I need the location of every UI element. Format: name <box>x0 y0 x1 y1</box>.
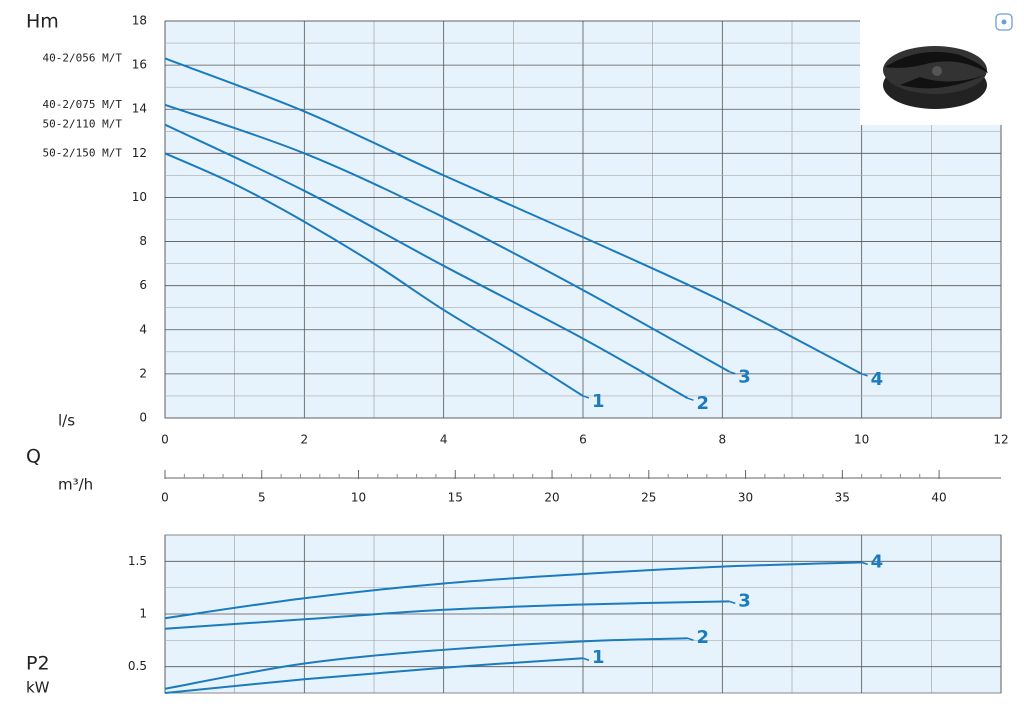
y-tick-label: 1.5 <box>128 554 147 568</box>
y-axis-label: Hm <box>26 11 59 33</box>
curve-label: 4 <box>871 369 884 390</box>
model-label: 50-2/110 M/T <box>43 118 123 131</box>
x2-tick-label: 40 <box>931 491 946 505</box>
x2-tick-label: 10 <box>351 491 366 505</box>
x-tick-label: 2 <box>301 433 309 447</box>
curve <box>164 600 730 630</box>
y-tick-label: 0.5 <box>128 659 147 673</box>
scan-icon[interactable] <box>995 13 1013 31</box>
x2-tick-label: 0 <box>161 491 169 505</box>
curve-label: 1 <box>592 391 605 412</box>
curve-leader <box>582 657 590 661</box>
x-axis-label: l/s <box>58 412 75 430</box>
model-label: 40-2/075 M/T <box>43 98 123 111</box>
curve <box>164 152 584 397</box>
curve-leader <box>729 370 736 375</box>
curve-leader <box>687 637 694 641</box>
y-tick-label: 6 <box>139 278 147 292</box>
x-tick-label: 8 <box>719 433 727 447</box>
curve <box>164 57 863 375</box>
x2-tick-label: 30 <box>738 491 753 505</box>
curve <box>164 103 730 373</box>
model-label: 40-2/056 M/T <box>43 51 123 64</box>
curve-leader <box>861 561 868 566</box>
y-tick-label: 16 <box>132 58 147 72</box>
y-tick-label: 10 <box>132 190 147 204</box>
x-tick-label: 0 <box>161 433 169 447</box>
model-label: 50-2/150 M/T <box>43 146 123 159</box>
curve-label: 3 <box>738 590 751 611</box>
curve-label: 1 <box>592 647 605 668</box>
x2-axis-label: m³/h <box>58 476 93 494</box>
y-tick-label: 2 <box>139 366 147 380</box>
y-tick-label: 0 <box>139 411 147 425</box>
curve-label: 2 <box>697 393 710 414</box>
curve <box>164 637 688 690</box>
curve-label: 4 <box>871 551 884 572</box>
curve-leader <box>582 395 590 399</box>
x-tick-label: 6 <box>579 433 587 447</box>
y-axis-label: P2 <box>26 653 50 675</box>
impeller-image <box>860 17 1003 125</box>
y-tick-label: 12 <box>132 146 147 160</box>
curve-leader <box>729 600 736 605</box>
curve <box>164 561 862 620</box>
y-tick-label: 18 <box>132 14 147 28</box>
x-tick-label: 4 <box>440 433 448 447</box>
x2-tick-label: 5 <box>258 491 266 505</box>
x-tick-label: 12 <box>993 433 1008 447</box>
x2-tick-label: 20 <box>544 491 559 505</box>
x-axis-title: Q <box>26 446 41 468</box>
x-tick-label: 10 <box>854 433 869 447</box>
y-axis-unit: kW <box>26 679 50 697</box>
curve-label: 3 <box>738 367 751 388</box>
curve <box>164 123 688 400</box>
x2-tick-label: 15 <box>448 491 463 505</box>
x2-tick-label: 25 <box>641 491 656 505</box>
curve-label: 2 <box>697 627 710 648</box>
y-tick-label: 1 <box>139 607 147 621</box>
y-tick-label: 8 <box>139 234 147 248</box>
curve-leader <box>687 397 694 401</box>
curve <box>164 657 584 694</box>
y-tick-label: 14 <box>132 102 147 116</box>
x2-tick-label: 35 <box>835 491 850 505</box>
curve-leader <box>861 373 868 377</box>
y-tick-label: 4 <box>139 322 147 336</box>
